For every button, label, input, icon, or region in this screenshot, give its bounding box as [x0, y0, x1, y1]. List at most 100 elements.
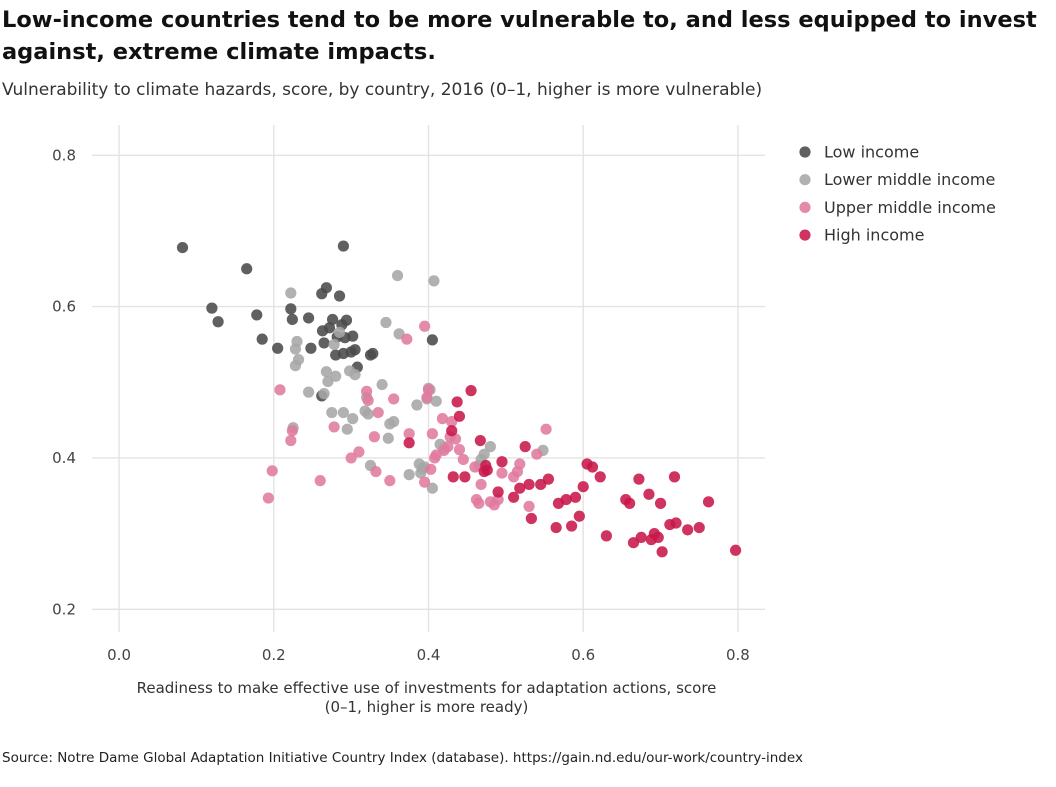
point-high-income: [730, 544, 742, 556]
chart-subtitle: Vulnerability to climate hazards, score,…: [2, 80, 763, 100]
point-upper-middle-income: [514, 458, 526, 470]
point-high-income: [474, 434, 486, 447]
point-high-income: [446, 425, 458, 437]
point-low-income: [337, 240, 350, 252]
data-points: [176, 240, 742, 558]
point-low-income: [272, 342, 284, 354]
x-tick-label: 0.6: [571, 646, 595, 664]
x-tick-label: 0.0: [107, 646, 131, 664]
point-upper-middle-income: [362, 394, 374, 407]
point-high-income: [447, 471, 459, 483]
point-upper-middle-income: [469, 461, 481, 473]
point-lower-middle-income: [428, 275, 440, 287]
point-upper-middle-income: [262, 492, 274, 504]
point-lower-middle-income: [391, 269, 404, 282]
point-lower-middle-income: [289, 343, 302, 355]
point-lower-middle-income: [320, 366, 332, 378]
point-upper-middle-income: [372, 406, 384, 419]
point-high-income: [560, 493, 572, 506]
point-high-income: [693, 521, 705, 534]
point-high-income: [403, 437, 415, 449]
y-tick-label: 0.4: [52, 449, 76, 467]
point-lower-middle-income: [403, 469, 415, 481]
point-low-income: [241, 263, 253, 275]
point-upper-middle-income: [345, 452, 357, 464]
point-high-income: [550, 521, 562, 534]
legend: Low income Lower middle income Upper middl…: [799, 143, 996, 245]
point-high-income: [451, 396, 463, 408]
point-upper-middle-income: [328, 421, 340, 433]
point-high-income: [519, 441, 531, 453]
point-low-income: [212, 316, 224, 328]
point-upper-middle-income: [523, 500, 535, 512]
point-lower-middle-income: [302, 386, 315, 398]
point-upper-middle-income: [496, 467, 508, 479]
legend-swatch-upper-middle-income: [799, 201, 811, 213]
point-low-income: [251, 309, 263, 321]
point-upper-middle-income: [540, 423, 552, 435]
point-upper-middle-income: [453, 444, 466, 456]
point-low-income: [285, 303, 297, 315]
point-lower-middle-income: [426, 482, 438, 494]
point-high-income: [453, 410, 466, 422]
point-high-income: [577, 481, 589, 493]
point-upper-middle-income: [368, 431, 380, 443]
point-upper-middle-income: [531, 448, 543, 460]
point-high-income: [523, 478, 535, 491]
point-low-income: [340, 314, 353, 326]
point-low-income: [302, 312, 315, 324]
x-tick-label: 0.8: [726, 646, 750, 664]
point-low-income: [367, 347, 379, 360]
point-low-income: [347, 330, 359, 342]
point-high-income: [668, 471, 681, 483]
point-lower-middle-income: [328, 338, 340, 351]
point-high-income: [566, 520, 578, 532]
x-axis-ticks: 0.0 0.2 0.4 0.6 0.8: [107, 646, 750, 664]
point-high-income: [652, 531, 664, 544]
point-upper-middle-income: [419, 476, 431, 488]
point-lower-middle-income: [318, 388, 330, 400]
point-upper-middle-income: [286, 425, 298, 437]
point-upper-middle-income: [285, 434, 297, 447]
point-upper-middle-income: [403, 428, 415, 440]
x-axis-title-line: (0–1, higher is more ready): [325, 698, 529, 716]
legend-swatch-low-income: [799, 146, 811, 158]
point-high-income: [586, 461, 599, 473]
point-lower-middle-income: [347, 413, 359, 425]
legend-label-lower-middle-income: Lower middle income: [824, 170, 995, 189]
point-upper-middle-income: [314, 475, 326, 487]
point-low-income: [286, 313, 298, 326]
legend-swatch-high-income: [799, 229, 811, 241]
point-upper-middle-income: [436, 413, 449, 425]
point-low-income: [305, 342, 317, 354]
chart-title: Low-income countries tend to be more vul…: [2, 7, 1037, 65]
point-high-income: [670, 517, 682, 529]
point-lower-middle-income: [478, 448, 490, 460]
point-low-income: [426, 334, 438, 346]
point-lower-middle-income: [333, 326, 346, 338]
point-high-income: [459, 471, 471, 483]
point-upper-middle-income: [425, 463, 437, 475]
point-high-income: [573, 510, 585, 522]
point-low-income: [176, 241, 189, 254]
point-lower-middle-income: [362, 408, 374, 420]
point-lower-middle-income: [376, 378, 388, 391]
point-high-income: [702, 496, 715, 508]
point-upper-middle-income: [353, 446, 365, 458]
source-caption: Source: Notre Dame Global Adaptation Ini…: [2, 750, 803, 766]
point-high-income: [465, 385, 477, 397]
point-lower-middle-income: [411, 399, 423, 411]
point-lower-middle-income: [382, 432, 394, 444]
point-low-income: [256, 333, 268, 345]
point-low-income: [318, 337, 330, 349]
point-high-income: [682, 524, 694, 536]
point-upper-middle-income: [419, 320, 431, 332]
point-upper-middle-income: [361, 385, 373, 397]
point-low-income: [349, 344, 361, 356]
point-high-income: [633, 473, 645, 485]
y-axis-ticks: 0.2 0.4 0.6 0.8: [52, 146, 76, 618]
point-upper-middle-income: [426, 428, 438, 440]
point-high-income: [481, 464, 493, 476]
point-lower-middle-income: [337, 406, 350, 419]
